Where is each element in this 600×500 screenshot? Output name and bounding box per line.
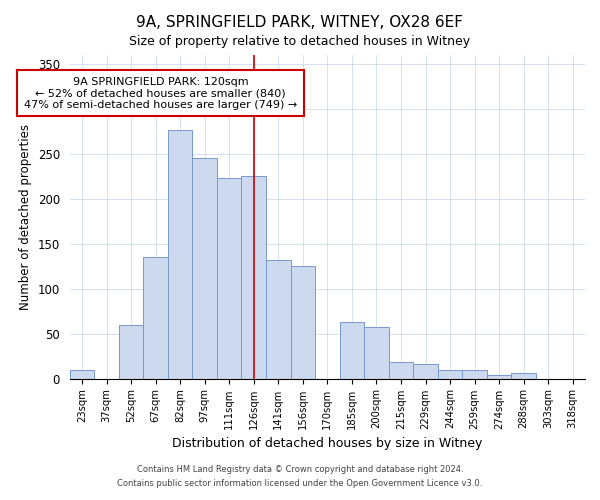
- Bar: [487, 375, 511, 378]
- Bar: [389, 362, 413, 378]
- Bar: [511, 373, 536, 378]
- Bar: [143, 257, 168, 378]
- Bar: [364, 328, 389, 378]
- Bar: [70, 370, 94, 378]
- Bar: [413, 364, 438, 378]
- Text: Size of property relative to detached houses in Witney: Size of property relative to detached ho…: [130, 35, 470, 48]
- Bar: [241, 176, 266, 378]
- Bar: [266, 260, 290, 378]
- Bar: [340, 322, 364, 378]
- Text: 9A SPRINGFIELD PARK: 120sqm
← 52% of detached houses are smaller (840)
47% of se: 9A SPRINGFIELD PARK: 120sqm ← 52% of det…: [24, 76, 297, 110]
- Bar: [168, 130, 193, 378]
- Bar: [119, 324, 143, 378]
- Text: Contains HM Land Registry data © Crown copyright and database right 2024.
Contai: Contains HM Land Registry data © Crown c…: [118, 466, 482, 487]
- Bar: [463, 370, 487, 378]
- X-axis label: Distribution of detached houses by size in Witney: Distribution of detached houses by size …: [172, 437, 482, 450]
- Y-axis label: Number of detached properties: Number of detached properties: [19, 124, 32, 310]
- Bar: [438, 370, 463, 378]
- Bar: [290, 266, 315, 378]
- Bar: [193, 158, 217, 378]
- Bar: [217, 178, 241, 378]
- Text: 9A, SPRINGFIELD PARK, WITNEY, OX28 6EF: 9A, SPRINGFIELD PARK, WITNEY, OX28 6EF: [137, 15, 464, 30]
